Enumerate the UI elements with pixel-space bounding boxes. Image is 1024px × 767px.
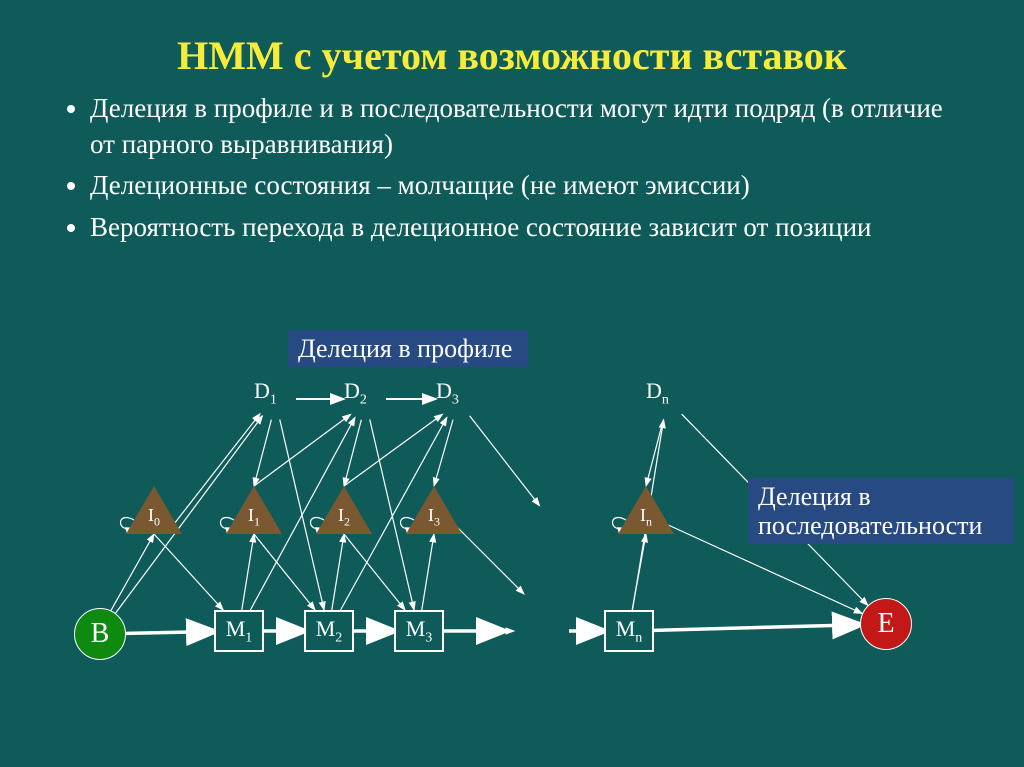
bullet-item: Делеционные состояния – молчащие (не име… xyxy=(90,168,964,204)
node-E: E xyxy=(860,598,912,650)
node-I1: I1 xyxy=(226,486,282,534)
node-Mn: Mn xyxy=(604,610,654,652)
node-M1: M1 xyxy=(214,610,264,652)
node-B: B xyxy=(74,608,126,660)
node-D2: D2 xyxy=(344,378,367,408)
label-box-profile-del: Делеция в профиле xyxy=(288,330,528,367)
node-D1: D1 xyxy=(254,378,277,408)
node-M3: M3 xyxy=(394,610,444,652)
hmm-diagram: Делеция в профиле Делеция в последователь… xyxy=(0,330,1024,750)
node-In: In xyxy=(618,486,674,534)
node-I3: I3 xyxy=(406,486,462,534)
bullet-list: Делеция в профиле и в последовательности… xyxy=(0,91,1024,246)
node-I2: I2 xyxy=(316,486,372,534)
node-I0: I0 xyxy=(126,486,182,534)
slide-title: HMM с учетом возможности вставок xyxy=(0,0,1024,91)
bullet-item: Вероятность перехода в делеционное состо… xyxy=(90,210,964,246)
node-Dn: Dn xyxy=(646,378,669,408)
node-M2: M2 xyxy=(304,610,354,652)
bullet-item: Делеция в профиле и в последовательности… xyxy=(90,91,964,162)
node-D3: D3 xyxy=(436,378,459,408)
label-box-seq-del: Делеция в последовательности xyxy=(748,478,1014,544)
